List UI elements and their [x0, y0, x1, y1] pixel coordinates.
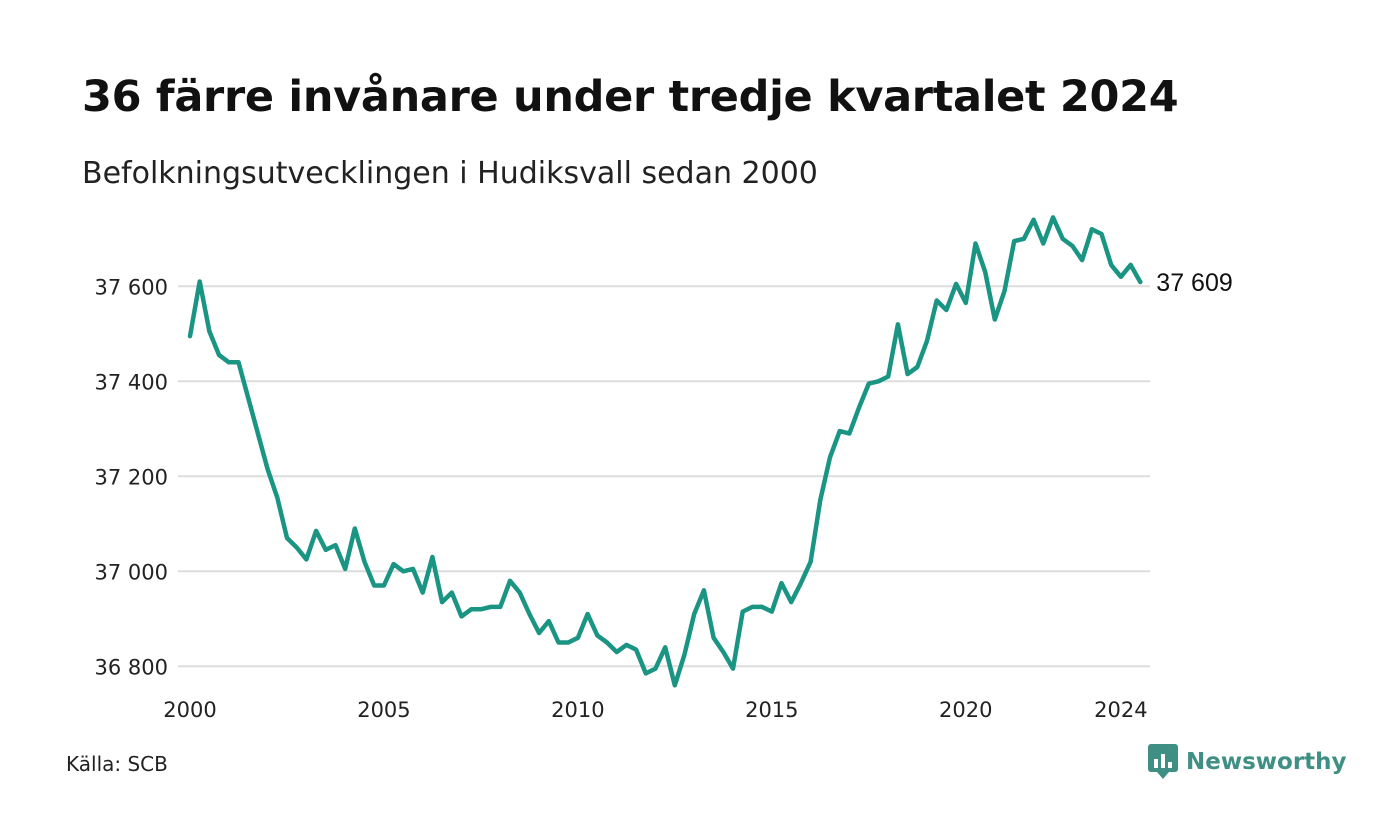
brand-logo[interactable]: Newsworthy: [1148, 744, 1347, 780]
y-tick-label: 37 400: [95, 370, 168, 394]
x-tick-label: 2005: [357, 698, 410, 722]
x-tick-label: 2010: [551, 698, 604, 722]
x-tick-label: 2024: [1094, 698, 1147, 722]
y-tick-label: 37 000: [95, 560, 168, 584]
newsworthy-chart-bubble-icon: [1148, 744, 1178, 779]
source-note: Källa: SCB: [66, 752, 168, 776]
y-tick-label: 36 800: [95, 655, 168, 679]
brand-name: Newsworthy: [1186, 749, 1347, 775]
y-tick-label: 37 600: [95, 275, 168, 299]
end-value-label: 37 609: [1156, 269, 1232, 297]
chart-subtitle: Befolkningsutvecklingen i Hudiksvall sed…: [82, 156, 818, 191]
x-tick-label: 2020: [939, 698, 992, 722]
chart-title: 36 färre invånare under tredje kvartalet…: [82, 72, 1179, 122]
x-tick-label: 2000: [163, 698, 216, 722]
y-axis-tick-labels: 36 800 37 000 37 200 37 400 37 600: [95, 275, 168, 679]
population-line: [187, 215, 1143, 688]
gridlines: [178, 285, 1150, 668]
y-tick-label: 37 200: [95, 465, 168, 489]
x-tick-label: 2015: [745, 698, 798, 722]
x-axis-tick-labels: 2000 2005 2010 2015 2020 2024: [163, 698, 1147, 722]
